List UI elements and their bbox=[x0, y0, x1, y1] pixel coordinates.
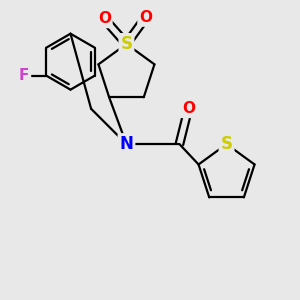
Text: O: O bbox=[139, 10, 152, 25]
Text: S: S bbox=[120, 35, 132, 53]
Text: O: O bbox=[182, 101, 195, 116]
Text: N: N bbox=[119, 135, 134, 153]
Text: O: O bbox=[98, 11, 111, 26]
Text: S: S bbox=[220, 135, 232, 153]
Text: F: F bbox=[19, 68, 29, 83]
